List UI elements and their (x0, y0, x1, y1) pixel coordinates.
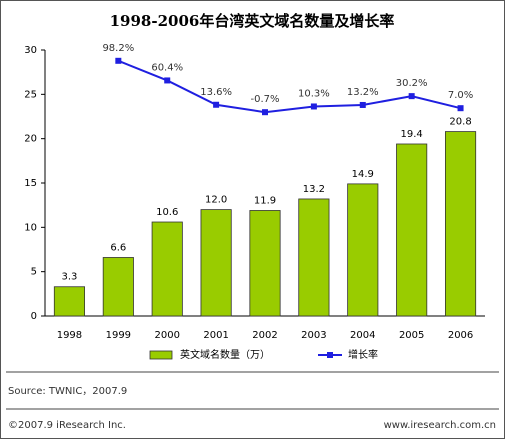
data-label: 19.4 (401, 129, 423, 140)
bar (347, 183, 379, 317)
x-tick-label: 2004 (350, 330, 375, 341)
data-label: 6.6 (110, 242, 126, 253)
bar (396, 143, 428, 317)
x-tick-label: 2000 (154, 330, 179, 341)
data-label: 13.2 (303, 184, 325, 195)
y-tick-label: 10 (24, 222, 37, 233)
data-label: 12.0 (205, 195, 227, 206)
chart-title: 1998-2006年台湾英文域名数量及增长率 (110, 12, 395, 30)
bar (298, 198, 330, 317)
data-label: 10.3% (298, 88, 330, 99)
bar (102, 257, 134, 317)
x-tick-label: 2003 (301, 330, 326, 341)
x-tick-label: 2005 (399, 330, 424, 341)
bar (151, 221, 183, 317)
bar (444, 131, 477, 317)
line-marker (310, 103, 317, 110)
x-tick-label: 1999 (106, 330, 131, 341)
data-label: 20.8 (449, 117, 471, 128)
bar (249, 210, 281, 317)
legend-swatch (327, 352, 333, 358)
bar (200, 209, 232, 317)
x-tick-label: 2002 (252, 330, 277, 341)
data-label: 30.2% (396, 78, 428, 89)
data-label: -0.7% (250, 94, 279, 105)
copyright: ©2007.9 iResearch Inc. (8, 420, 126, 431)
legend-swatch (149, 350, 173, 360)
data-label: 3.3 (61, 272, 77, 283)
data-label: 11.9 (254, 195, 276, 206)
line-marker (408, 93, 415, 100)
x-tick-label: 2006 (448, 330, 473, 341)
data-label: 13.6% (200, 87, 232, 98)
y-tick-label: 25 (24, 89, 37, 100)
line-marker (115, 57, 122, 64)
line-marker (359, 101, 366, 108)
y-tick-label: 20 (24, 134, 37, 145)
data-label: 98.2% (102, 43, 134, 54)
y-tick-label: 5 (31, 267, 37, 278)
legend-label: 英文域名数量（万） (180, 348, 270, 361)
line-marker (213, 101, 220, 108)
data-label: 7.0% (448, 90, 473, 101)
line-marker (457, 105, 464, 112)
source: Source: TWNIC，2007.9 (8, 386, 127, 397)
line-marker (164, 77, 171, 84)
legend-label: 增长率 (348, 348, 378, 361)
x-tick-label: 1998 (57, 330, 82, 341)
line-marker (262, 109, 268, 116)
y-tick-label: 0 (31, 311, 37, 322)
website: www.iresearch.com.cn (384, 420, 496, 431)
bar (53, 286, 85, 317)
line (117, 59, 461, 114)
y-tick-label: 30 (24, 45, 37, 56)
data-label: 60.4% (151, 62, 183, 73)
x-tick-label: 2001 (203, 330, 228, 341)
data-label: 14.9 (352, 169, 374, 180)
y-tick-label: 15 (24, 178, 37, 189)
data-label: 10.6 (156, 207, 178, 218)
data-label: 13.2% (347, 87, 379, 98)
